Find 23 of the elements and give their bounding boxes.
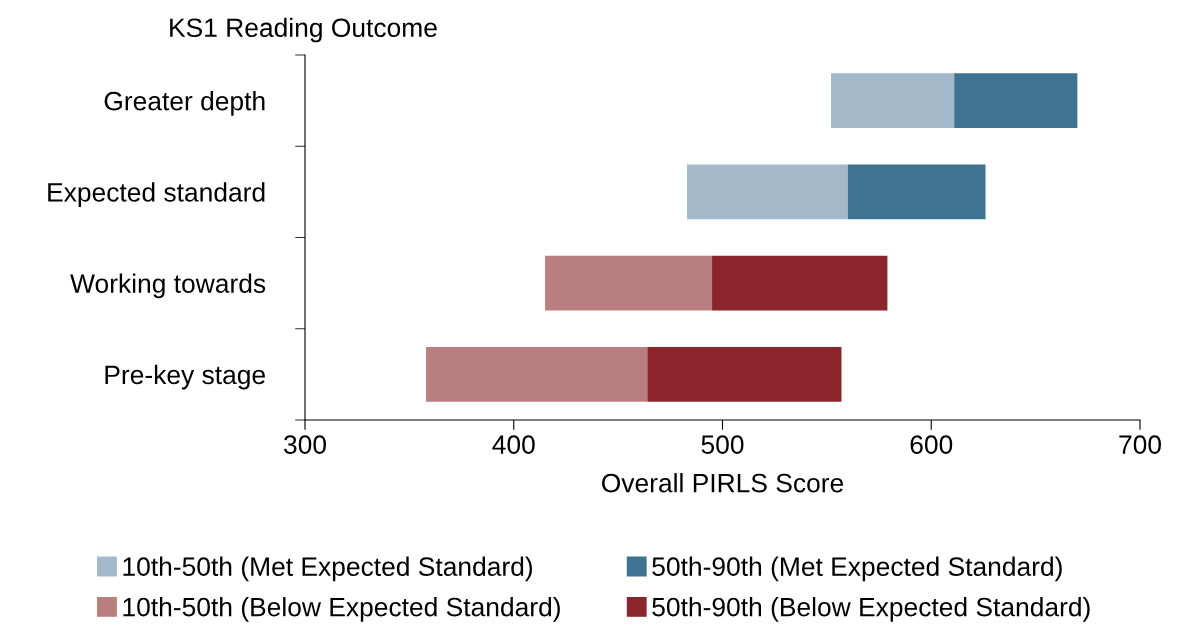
y-axis-title: KS1 Reading Outcome — [170, 17, 437, 43]
bar — [545, 255, 713, 311]
y-tick-label: Working towards — [70, 273, 266, 299]
x-tick-label: 300 — [283, 435, 326, 454]
x-tick-label: 600 — [910, 435, 953, 454]
y-tick-label: Expected standard — [48, 182, 265, 207]
legend-label: 50th-90th (Met Expected Standard) — [652, 556, 1062, 582]
y-tick-label: Greater depth — [104, 91, 265, 116]
bar — [426, 347, 648, 402]
bar — [831, 73, 955, 128]
bar — [954, 73, 1078, 128]
legend-label: 10th-50th (Met Expected Standard) — [123, 556, 533, 582]
x-tick-label: 500 — [701, 435, 744, 454]
x-tick-label: 700 — [1119, 435, 1161, 454]
legend-label: 50th-90th (Below Expected Standard) — [652, 597, 1090, 622]
bar — [847, 164, 986, 220]
x-tick-label: 400 — [492, 435, 535, 454]
bar — [712, 255, 888, 311]
bar — [647, 347, 842, 402]
y-tick-label: Pre-key stage — [105, 364, 265, 390]
x-axis-title: Overall PIRLS Score — [602, 473, 844, 493]
bar — [687, 164, 848, 220]
legend-label: 10th-50th (Below Expected Standard) — [123, 597, 560, 622]
